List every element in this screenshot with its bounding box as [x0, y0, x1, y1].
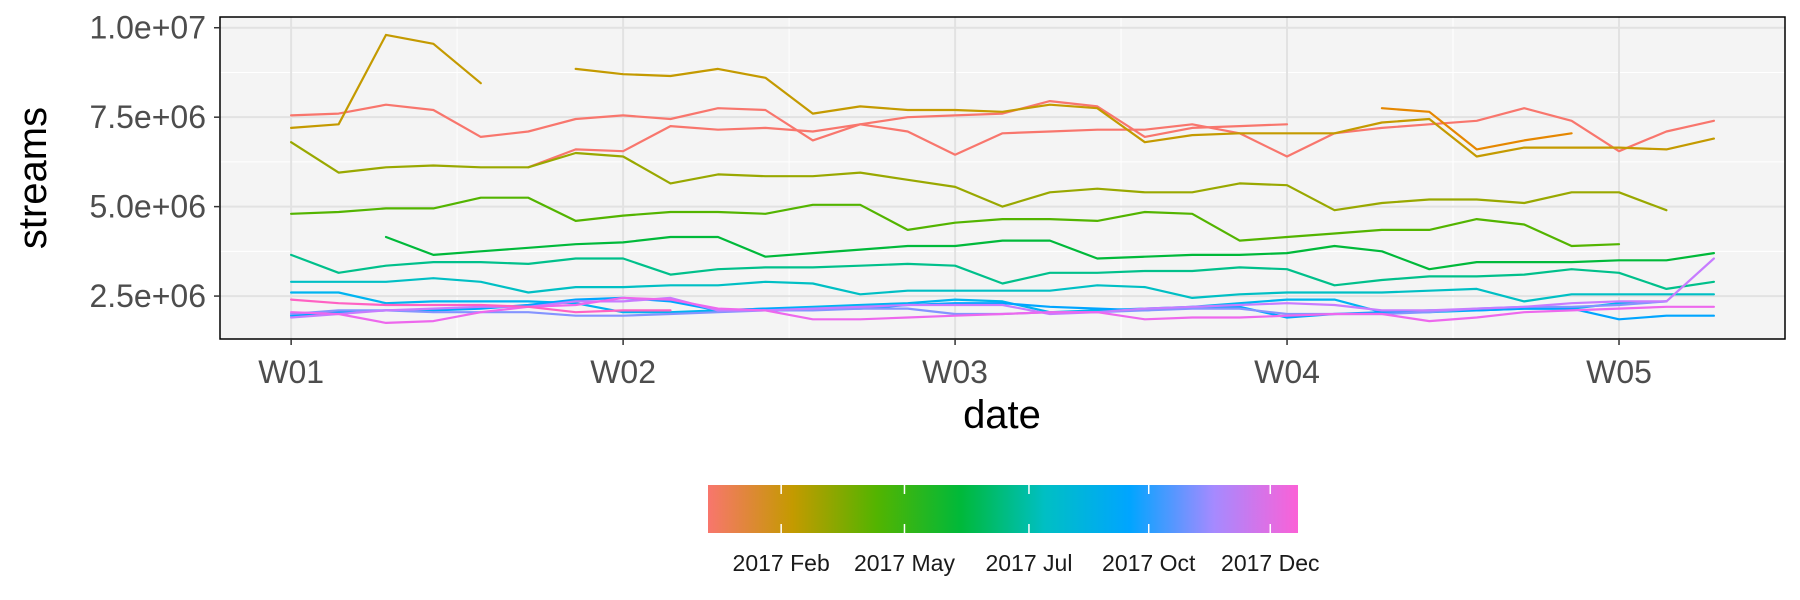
series-line-4 — [290, 33, 482, 130]
series-line-10 — [290, 277, 1716, 303]
y-tick-label: 5.0e+06 — [89, 189, 206, 225]
plot-border — [219, 16, 1786, 340]
y-axis: 2.5e+06 5.0e+06 7.5e+06 1.0e+07 — [89, 10, 220, 314]
legend-label: 2017 Oct — [1102, 550, 1196, 576]
series-line-16 — [290, 298, 672, 314]
series-lines — [290, 33, 1716, 324]
legend-label: 2017 Dec — [1221, 550, 1319, 576]
x-axis-title: date — [963, 393, 1041, 437]
series-line-12 — [290, 296, 1716, 321]
color-legend: 2017 Feb 2017 May 2017 Jul 2017 Oct 2017 Dec — [708, 485, 1320, 576]
series-line-6 — [290, 141, 1668, 212]
x-tick-label: W02 — [590, 354, 656, 390]
legend-label: 2017 Jul — [985, 550, 1072, 576]
x-tick-label: W05 — [1586, 354, 1652, 390]
series-line-9 — [290, 253, 1716, 290]
y-tick-label: 7.5e+06 — [89, 99, 206, 135]
plot-panel — [220, 17, 1785, 339]
series-line-5 — [574, 67, 1716, 158]
series-line-3 — [1380, 107, 1573, 151]
y-tick-label: 2.5e+06 — [89, 278, 206, 314]
x-tick-label: W03 — [922, 354, 988, 390]
y-tick-label: 1.0e+07 — [89, 10, 206, 46]
legend-colorbar — [708, 485, 1298, 533]
x-tick-label: W04 — [1254, 354, 1320, 390]
series-line-7 — [290, 196, 1621, 248]
legend-label: 2017 May — [854, 550, 956, 576]
y-axis-title: streams — [11, 107, 55, 249]
series-line-2 — [527, 107, 1716, 169]
grid-lines — [220, 17, 1785, 339]
x-axis: W01 W02 W03 W04 W05 — [258, 339, 1652, 390]
series-line-8 — [384, 235, 1716, 271]
x-tick-label: W01 — [258, 354, 324, 390]
legend-label: 2017 Feb — [733, 550, 830, 576]
series-line-1 — [290, 99, 1289, 142]
